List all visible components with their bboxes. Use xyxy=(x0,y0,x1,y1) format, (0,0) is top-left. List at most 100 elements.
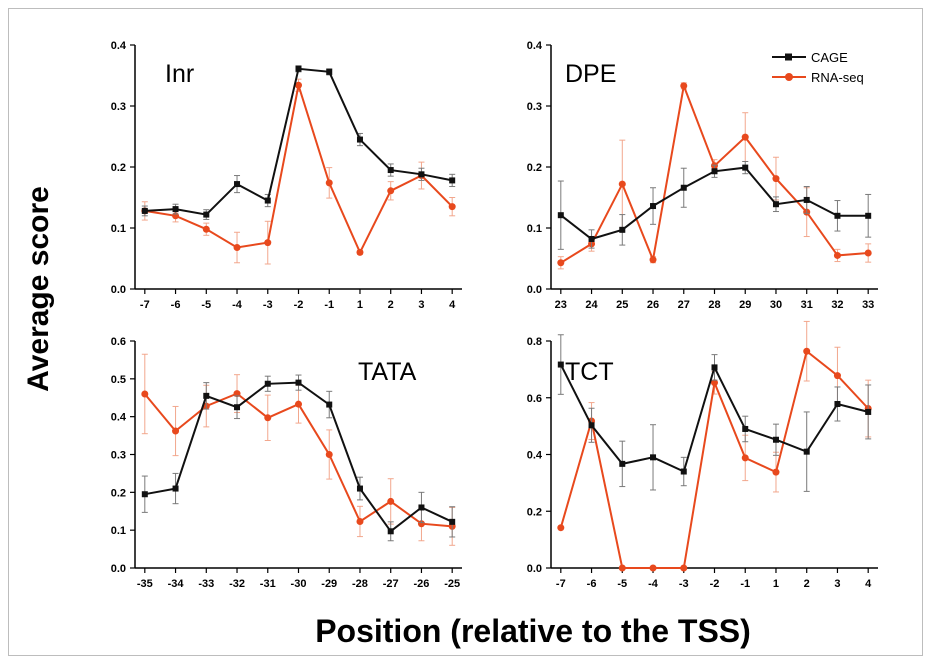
data-point xyxy=(264,239,272,247)
data-point xyxy=(264,197,271,204)
series-cage xyxy=(557,334,872,492)
data-point xyxy=(557,361,564,368)
x-tick-label: -2 xyxy=(294,299,304,311)
data-point xyxy=(141,207,148,214)
data-point xyxy=(295,81,302,89)
data-point xyxy=(803,448,810,455)
x-tick-label: 27 xyxy=(678,299,690,311)
data-point xyxy=(325,451,333,458)
data-point xyxy=(833,372,841,380)
data-point xyxy=(325,179,333,187)
data-point xyxy=(619,460,626,467)
legend-marker xyxy=(785,53,792,61)
data-point xyxy=(264,380,271,387)
data-point xyxy=(418,504,425,511)
x-tick-label: 4 xyxy=(865,578,872,590)
data-point xyxy=(264,414,272,422)
x-tick-label: 23 xyxy=(555,299,567,311)
y-tick-label: 0.0 xyxy=(111,284,126,296)
x-tick-label: 29 xyxy=(739,299,751,311)
data-point xyxy=(741,133,749,141)
data-point xyxy=(418,171,425,178)
data-point xyxy=(295,379,302,386)
panel-title: TATA xyxy=(358,358,417,386)
y-tick-label: 0.0 xyxy=(527,284,542,296)
data-point xyxy=(233,244,241,252)
series-cage xyxy=(141,374,456,542)
y-tick-label: 0.1 xyxy=(527,223,542,235)
data-point xyxy=(203,392,210,399)
panel-title: Inr xyxy=(165,60,194,88)
data-point xyxy=(772,201,779,208)
data-point xyxy=(295,65,302,72)
data-point xyxy=(326,401,333,408)
y-tick-label: 0.4 xyxy=(527,450,543,462)
data-point xyxy=(172,206,179,213)
x-tick-label: 4 xyxy=(449,299,456,311)
data-point xyxy=(387,167,394,174)
series-line xyxy=(144,84,453,255)
x-tick-label: 31 xyxy=(801,299,813,311)
data-point xyxy=(588,422,595,429)
data-point xyxy=(387,187,395,195)
x-tick-label: -29 xyxy=(321,578,337,590)
data-point xyxy=(711,364,718,371)
x-tick-label: -27 xyxy=(383,578,399,590)
y-tick-label: 0.3 xyxy=(111,101,126,113)
y-tick-label: 0.4 xyxy=(527,40,543,52)
x-tick-label: 1 xyxy=(357,299,363,311)
y-tick-label: 0.2 xyxy=(111,162,126,174)
x-tick-label: 28 xyxy=(708,299,720,311)
data-point xyxy=(557,524,565,532)
x-axis-title: Position (relative to the TSS) xyxy=(315,613,751,649)
data-point xyxy=(387,497,395,505)
x-tick-label: -33 xyxy=(198,578,214,590)
y-tick-label: 0.2 xyxy=(111,487,126,499)
data-point xyxy=(356,136,363,143)
data-point xyxy=(834,212,841,219)
x-tick-label: -26 xyxy=(413,578,429,590)
x-tick-label: 3 xyxy=(418,299,424,311)
figure-frame xyxy=(8,8,923,656)
data-point xyxy=(387,528,394,535)
panel-title: DPE xyxy=(565,60,616,88)
data-point xyxy=(233,390,241,398)
y-tick-label: 0.2 xyxy=(527,162,542,174)
series-line xyxy=(560,166,869,241)
series-cage xyxy=(141,65,456,220)
x-tick-label: 2 xyxy=(804,578,810,590)
data-point xyxy=(619,226,626,233)
data-point xyxy=(772,468,780,476)
x-tick-label: -7 xyxy=(556,578,566,590)
y-tick-label: 0.0 xyxy=(111,563,126,575)
x-tick-label: -3 xyxy=(679,578,689,590)
x-tick-label: -7 xyxy=(140,299,150,311)
y-tick-label: 0.3 xyxy=(527,101,542,113)
data-point xyxy=(680,468,687,475)
data-point xyxy=(834,400,841,407)
y-axis-title: Average score xyxy=(22,186,55,392)
data-point xyxy=(741,454,749,462)
x-tick-label: -31 xyxy=(260,578,276,590)
data-point xyxy=(772,175,780,183)
x-tick-label: -3 xyxy=(263,299,273,311)
y-tick-label: 0.2 xyxy=(527,506,542,518)
data-point xyxy=(557,259,565,267)
data-point xyxy=(833,251,841,259)
y-tick-label: 0.4 xyxy=(111,40,127,52)
chart-panel-tata: 0.0 0.1 0.2 0.3 0.4 0.5 0.6 -35 -34 -33 -32 -31 -30 -… xyxy=(111,336,462,590)
y-tick-label: 0.1 xyxy=(111,525,126,537)
data-point xyxy=(234,404,241,411)
data-point xyxy=(326,68,333,75)
x-tick-label: 2 xyxy=(388,299,394,311)
data-point xyxy=(865,408,872,415)
data-point xyxy=(742,425,749,432)
data-point xyxy=(234,181,241,188)
data-point xyxy=(356,517,364,525)
chart-panel-inr: 0.0 0.1 0.2 0.3 0.4 -7 -6 -5 -4 -3 -2 -1 1 2 3 4 Inr xyxy=(111,40,462,311)
chart-panel-dpe: 0.0 0.1 0.2 0.3 0.4 23 24 25 26 27 28 29 30 31 32 33 DPE xyxy=(527,40,878,311)
data-point xyxy=(588,235,595,242)
x-tick-label: -2 xyxy=(710,578,720,590)
data-point xyxy=(649,564,657,572)
